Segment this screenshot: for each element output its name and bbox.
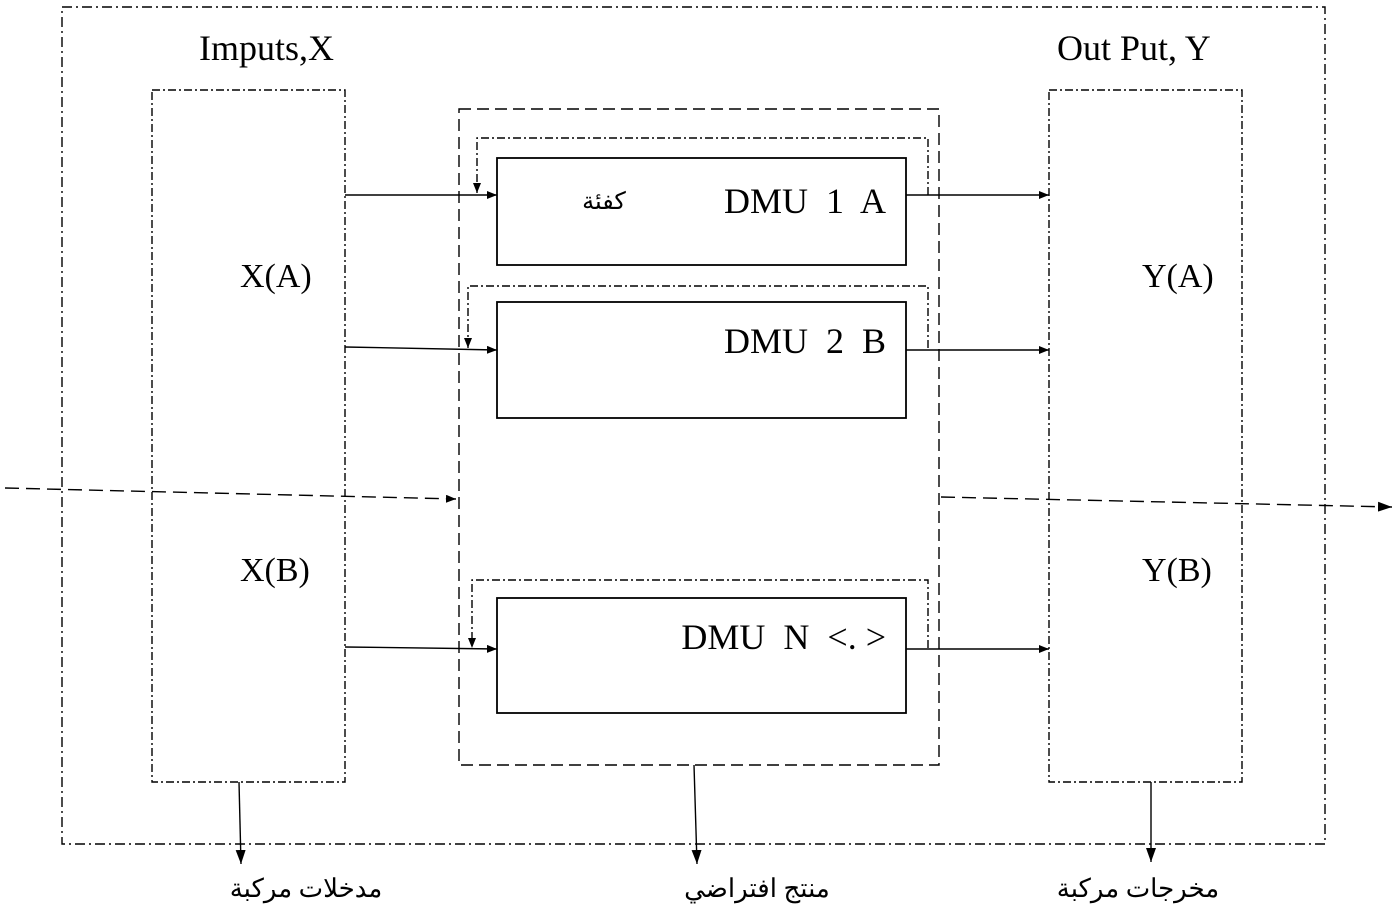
dmu2-box	[496, 301, 907, 419]
dmu2-feedback-loop	[464, 285, 929, 348]
footer-virtual-label: منتج افتراضي	[684, 874, 830, 904]
inputs-panel	[151, 89, 346, 783]
input-label-b: X(B)	[240, 552, 310, 589]
dmu1-feedback-loop	[473, 137, 929, 195]
input-arrow-2	[344, 345, 498, 354]
virtual-producer-frame	[458, 108, 940, 766]
down-arrow-inputs	[235, 781, 246, 865]
dmun-box	[496, 597, 907, 714]
footer-inputs-label: مدخلات مركبة	[230, 874, 383, 904]
outputs-panel	[1048, 89, 1243, 783]
dmu2-label: DMU 2 B	[724, 321, 886, 361]
dmu1-box	[496, 157, 907, 266]
dmu1-efficient-note: كفئة	[582, 189, 626, 215]
outputs-header: Out Put, Y	[1057, 28, 1211, 68]
output-label-a: Y(A)	[1142, 258, 1214, 295]
input-arrow-n	[344, 644, 498, 653]
dmun-feedback-loop	[468, 579, 929, 648]
outer-frame	[61, 6, 1326, 845]
inputs-header: Imputs,X	[199, 28, 334, 68]
dashed-input-line	[4, 487, 457, 503]
output-label-b: Y(B)	[1142, 552, 1212, 589]
dashed-output-line	[940, 496, 1393, 512]
footer-outputs-label: مخرجات مركبة	[1057, 874, 1219, 904]
input-label-a: X(A)	[240, 258, 312, 295]
dmu1-label: DMU 1 A	[724, 181, 886, 221]
dmun-label: DMU N <. >	[681, 617, 886, 657]
down-arrow-virtual	[691, 764, 702, 865]
